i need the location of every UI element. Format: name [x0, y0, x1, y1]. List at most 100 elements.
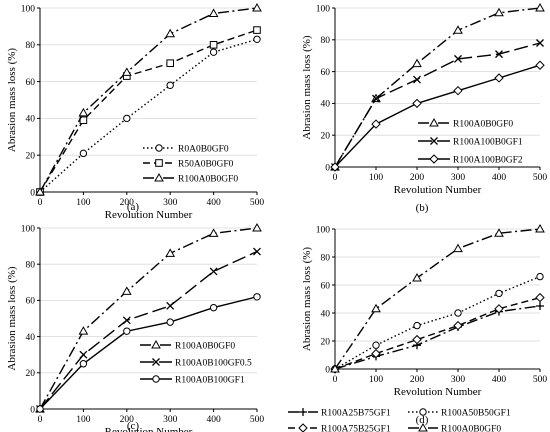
y-axis-title: Abrasion mass loss (%) — [6, 266, 18, 371]
series-r100a100b0gf2-point — [535, 60, 545, 70]
x-tick-label: 200 — [410, 375, 425, 385]
y-tick-label: 40 — [26, 333, 36, 343]
series-r100a0b100gf0-5-point — [122, 316, 131, 325]
series-r100a75b25gf1-line — [334, 296, 541, 370]
legend-label: R100A50B50GF1 — [441, 408, 511, 418]
legend-marker — [429, 117, 439, 127]
series-r100a0b100gf1-point — [36, 405, 44, 413]
series-r100a0b0gf0-point — [208, 228, 219, 237]
y-tick-label: 0 — [30, 405, 35, 415]
x-tick-label: 400 — [492, 173, 507, 183]
chart-panel-b: 0 100 200 300 400 500 0 20 40 60 80 100 Revolution N… — [301, 2, 548, 214]
y-tick-label: 20 — [26, 152, 36, 162]
legend-label: R100A75B25GF1 — [321, 424, 391, 432]
series-r0a0b0gf0-point — [166, 81, 174, 89]
x-tick-label: 100 — [76, 198, 91, 208]
panel-label: (d) — [416, 414, 429, 426]
x-tick-label: 500 — [533, 173, 548, 183]
chart-panel-d: 0 100 200 300 400 500 0 20 40 60 80 100 Revolution N… — [288, 223, 548, 432]
legend-marker — [419, 408, 427, 416]
y-tick-label: 80 — [26, 261, 36, 271]
legend-marker — [152, 358, 160, 366]
x-tick-label: 500 — [533, 375, 548, 385]
series-r100a50b50gf1-point — [454, 309, 462, 317]
legend-marker — [152, 375, 160, 383]
legend-label: R100A0B100GF1 — [175, 375, 245, 385]
x-tick-label: 200 — [410, 173, 425, 183]
x-axis-title: Revolution Number — [105, 426, 193, 432]
series-r100a75b25gf1-point — [494, 304, 504, 314]
series-r100a0b0gf0-point — [494, 228, 504, 237]
y-tick-label: 60 — [26, 78, 36, 88]
y-tick-label: 20 — [321, 337, 331, 347]
legend-marker — [155, 144, 163, 152]
series-r100a100b0gf2-point — [494, 73, 504, 83]
series-r100a75b25gf1-point — [412, 334, 422, 345]
series-r100a100b0gf2-line — [334, 64, 541, 168]
x-tick-label: 300 — [163, 415, 178, 425]
series-r100a0b100gf1-point — [79, 360, 88, 368]
series-r100a100b0gf1-point — [454, 54, 462, 63]
legend-marker — [155, 159, 163, 167]
legend-label: R100A25B75GF1 — [321, 408, 391, 418]
legend-marker — [430, 137, 438, 145]
series-r100a0b0gf0-point — [330, 363, 340, 373]
series-r100a100b0gf1-point — [495, 50, 503, 59]
series-r100a25b75gf1-point — [536, 302, 544, 310]
y-tick-label: 0 — [325, 365, 330, 375]
series-r50a0b0gf0-point — [253, 26, 261, 34]
x-axis-title: Revolution Number — [105, 209, 193, 221]
y-tick-label: 20 — [321, 132, 331, 142]
legend-label: R50A0B0GF0 — [178, 159, 234, 169]
series-r0a0b0gf0-line — [39, 38, 258, 193]
series-r100a0b0gf0-point — [535, 2, 545, 12]
series-r100a0b0gf0-point — [78, 326, 89, 335]
series-r100a0b0gf0-point — [412, 58, 422, 68]
y-tick-label: 0 — [30, 188, 35, 198]
series-r100a100b0gf2-point — [330, 162, 340, 172]
y-tick-label: 0 — [325, 163, 330, 173]
series-r100a100b0gf1-line — [334, 42, 541, 168]
series-r50a0b0gf0-line — [39, 29, 258, 193]
series-r100a0b0gf0-point — [165, 248, 176, 257]
x-tick-label: 0 — [333, 173, 338, 183]
series-r100a50b50gf1-point — [495, 289, 503, 298]
series-r100a50b50gf1-line — [334, 275, 541, 370]
series-r100a75b25gf1-point — [371, 348, 381, 359]
y-tick-label: 100 — [21, 224, 36, 234]
series-r100a0b0gf0-point — [252, 222, 262, 232]
legend-label: R100A100B0GF1 — [453, 137, 523, 147]
y-tick-label: 40 — [321, 100, 331, 110]
legend-marker — [418, 422, 428, 432]
panel-label: (b) — [416, 202, 429, 214]
x-tick-label: 0 — [38, 415, 43, 425]
x-tick-label: 0 — [333, 375, 338, 385]
series-r100a100b0gf1-point — [413, 75, 421, 84]
y-tick-label: 40 — [321, 309, 331, 319]
x-tick-label: 200 — [120, 415, 135, 425]
legend-label: R100A100B0GF2 — [453, 155, 523, 165]
series-r100a0b100gf1-point — [253, 293, 261, 301]
y-tick-label: 100 — [21, 4, 36, 14]
series-r100a25b75gf1-line — [334, 305, 541, 370]
x-tick-label: 100 — [76, 415, 91, 425]
y-tick-label: 100 — [316, 225, 331, 235]
series-r100a0b0gf0-point — [535, 223, 545, 233]
x-tick-label: 300 — [451, 375, 466, 385]
series-r100a0b0gf0-point — [208, 8, 219, 18]
series-r0a0b0gf0-point — [209, 48, 218, 56]
series-r100a100b0gf2-point — [453, 85, 463, 96]
series-r100a0b100gf0-5-point — [166, 301, 175, 310]
y-tick-label: 80 — [321, 36, 331, 46]
series-r0a0b0gf0-point — [79, 149, 88, 158]
series-r100a0b100gf0-5-point — [209, 267, 218, 276]
series-r100a0b100gf0-5-line — [39, 250, 258, 410]
series-r100a50b50gf1-point — [413, 321, 421, 330]
legend-label: R100A0B0GF0 — [441, 424, 501, 432]
x-tick-label: 400 — [206, 415, 221, 425]
y-tick-label: 40 — [26, 115, 36, 125]
series-r0a0b0gf0-point — [123, 114, 131, 123]
legend-marker — [298, 423, 308, 432]
series-r100a0b100gf0-5-point — [79, 350, 88, 359]
